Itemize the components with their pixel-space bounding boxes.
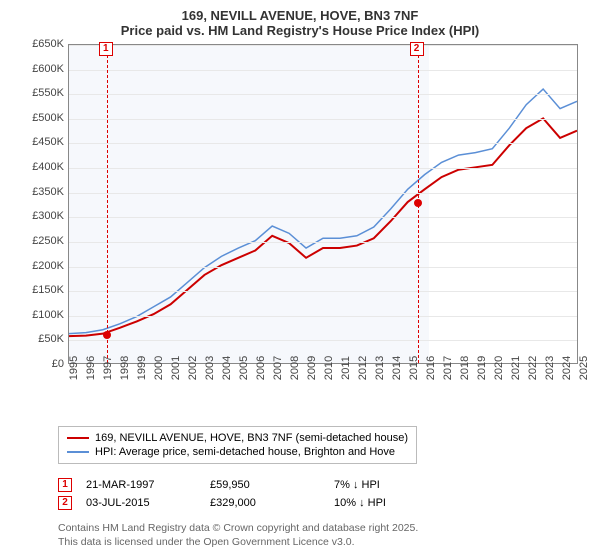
gridline [69,168,577,169]
legend-swatch [67,451,89,453]
marker-badge: 2 [410,42,424,56]
copyright-line: Contains HM Land Registry data © Crown c… [58,522,590,536]
title-block: 169, NEVILL AVENUE, HOVE, BN3 7NF Price … [10,8,590,38]
marker-badge: 1 [99,42,113,56]
y-tick-label: £200K [20,260,64,272]
y-tick-label: £650K [20,38,64,50]
title-subtitle: Price paid vs. HM Land Registry's House … [10,23,590,38]
y-tick-label: £50K [20,333,64,345]
y-tick-label: £250K [20,235,64,247]
gridline [69,45,577,46]
y-tick-label: £100K [20,309,64,321]
gridline [69,316,577,317]
gridline [69,70,577,71]
gridline [69,217,577,218]
y-tick-label: £500K [20,112,64,124]
y-tick-label: £0 [20,358,64,370]
series-hpi [69,89,577,334]
gridline [69,94,577,95]
sale-date: 21-MAR-1997 [86,479,196,491]
y-tick-label: £600K [20,63,64,75]
legend-item: 169, NEVILL AVENUE, HOVE, BN3 7NF (semi-… [67,431,408,445]
legend-label: 169, NEVILL AVENUE, HOVE, BN3 7NF (semi-… [95,432,408,444]
legend-item: HPI: Average price, semi-detached house,… [67,445,408,459]
y-tick-label: £400K [20,161,64,173]
sale-date: 03-JUL-2015 [86,497,196,509]
chart-wrap: £0 £50K £100K £150K £200K £250K £300K £350K £400… [20,44,580,394]
sale-price: £329,000 [210,497,320,509]
gridline [69,143,577,144]
gridline [69,291,577,292]
sale-marker-icon: 1 [58,478,72,492]
gridline [69,193,577,194]
y-tick-label: £450K [20,136,64,148]
marker-dot [103,331,111,339]
series-price_paid [69,118,577,336]
gridline [69,340,577,341]
y-tick-label: £550K [20,87,64,99]
marker-vline [107,45,108,363]
sale-delta: 7% ↓ HPI [334,479,444,491]
y-tick-label: £350K [20,186,64,198]
gridline [69,267,577,268]
gridline [69,119,577,120]
sale-price: £59,950 [210,479,320,491]
sale-row: 1 21-MAR-1997 £59,950 7% ↓ HPI [58,476,590,494]
sales-table: 1 21-MAR-1997 £59,950 7% ↓ HPI 2 03-JUL-… [58,476,590,512]
copyright-line: This data is licensed under the Open Gov… [58,536,590,550]
marker-dot [414,199,422,207]
chart-container: 169, NEVILL AVENUE, HOVE, BN3 7NF Price … [0,0,600,560]
legend-label: HPI: Average price, semi-detached house,… [95,446,395,458]
legend-swatch [67,437,89,439]
y-tick-label: £150K [20,284,64,296]
plot-area [68,44,578,364]
y-tick-label: £300K [20,210,64,222]
gridline [69,242,577,243]
x-tick-label: 2025 [578,356,600,380]
copyright: Contains HM Land Registry data © Crown c… [58,522,590,549]
legend: 169, NEVILL AVENUE, HOVE, BN3 7NF (semi-… [58,426,417,464]
sale-marker-icon: 2 [58,496,72,510]
sale-row: 2 03-JUL-2015 £329,000 10% ↓ HPI [58,494,590,512]
title-address: 169, NEVILL AVENUE, HOVE, BN3 7NF [10,8,590,23]
sale-delta: 10% ↓ HPI [334,497,444,509]
